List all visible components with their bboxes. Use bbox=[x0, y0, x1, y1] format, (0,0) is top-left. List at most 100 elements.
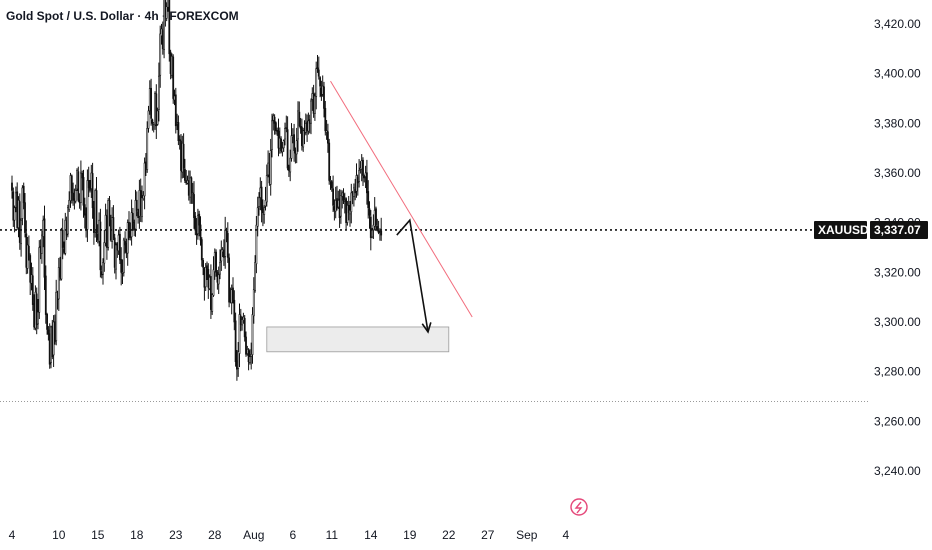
candle-body bbox=[130, 212, 133, 238]
price-axis-tick: 3,260.00 bbox=[874, 414, 921, 428]
candle-body bbox=[159, 33, 162, 76]
demand-zone-layer[interactable] bbox=[266, 326, 450, 353]
candle-body bbox=[219, 262, 221, 275]
candle-body bbox=[35, 293, 38, 325]
candle-body bbox=[126, 222, 129, 254]
candle-body bbox=[302, 130, 305, 148]
candle-body bbox=[380, 230, 383, 236]
candle-body bbox=[12, 191, 15, 221]
candle-body bbox=[254, 262, 257, 291]
candle-body bbox=[120, 259, 123, 273]
candle-body bbox=[280, 138, 283, 151]
candle-body bbox=[194, 215, 197, 231]
candle-body bbox=[247, 350, 250, 363]
candle-body bbox=[323, 86, 325, 109]
candle-body bbox=[112, 217, 115, 238]
candle-body bbox=[220, 249, 223, 262]
candle-body bbox=[13, 207, 16, 221]
candle-body bbox=[182, 143, 185, 169]
candle-body bbox=[74, 190, 77, 202]
candle-body bbox=[365, 172, 368, 194]
candle-body bbox=[256, 207, 259, 227]
time-axis-tick: 6 bbox=[289, 528, 296, 542]
candle-body bbox=[328, 142, 331, 181]
candle-body bbox=[317, 69, 320, 77]
candle-body bbox=[255, 224, 258, 265]
candle-body bbox=[243, 318, 246, 338]
candle-body bbox=[237, 351, 240, 369]
candle-body bbox=[293, 134, 296, 151]
lightning-icon[interactable] bbox=[570, 498, 588, 516]
time-axis-tick: 15 bbox=[91, 528, 105, 542]
candle-body bbox=[151, 119, 154, 124]
time-axis-tick: 22 bbox=[442, 528, 456, 542]
candle-body bbox=[146, 128, 149, 170]
time-axis-tick: 11 bbox=[326, 528, 339, 542]
candle-body bbox=[210, 276, 212, 310]
price-axis-tick: 3,320.00 bbox=[874, 265, 921, 279]
time-axis-tick: 10 bbox=[52, 528, 66, 542]
candle-body bbox=[376, 226, 379, 231]
candle-body bbox=[282, 140, 285, 149]
time-axis-tick: Aug bbox=[243, 528, 264, 542]
candle-body bbox=[82, 177, 85, 206]
last-price-tag-text: 3,337.07 bbox=[874, 223, 921, 237]
candle-body bbox=[324, 107, 327, 132]
candle-body bbox=[70, 175, 73, 194]
candle-body bbox=[44, 275, 47, 315]
candle-body bbox=[27, 246, 30, 256]
candle-body bbox=[307, 120, 310, 132]
candle-body bbox=[91, 173, 94, 209]
candle-body bbox=[263, 207, 266, 215]
candle-body bbox=[147, 110, 150, 129]
candle-body bbox=[206, 265, 208, 271]
candle-body bbox=[339, 195, 342, 217]
candle-body bbox=[155, 93, 158, 127]
candle-body bbox=[83, 204, 86, 216]
candle-body bbox=[298, 111, 301, 127]
resistance-trendline[interactable] bbox=[330, 80, 473, 318]
candle-body bbox=[232, 287, 234, 300]
candle-body bbox=[43, 218, 46, 278]
candle-body bbox=[99, 221, 102, 271]
time-axis-tick: 4 bbox=[9, 528, 16, 542]
time-axis-tick: 27 bbox=[481, 528, 495, 542]
candle-body bbox=[226, 233, 229, 258]
price-axis-tick: 3,300.00 bbox=[874, 315, 921, 329]
projection-arrow[interactable] bbox=[396, 218, 429, 333]
candle-body bbox=[362, 159, 364, 176]
candle-body bbox=[355, 175, 358, 192]
candle-body bbox=[163, 0, 166, 50]
candle-body bbox=[165, 6, 168, 19]
candle-body bbox=[249, 356, 251, 363]
candle-body bbox=[346, 204, 349, 223]
candle-body bbox=[258, 197, 260, 207]
candle-body bbox=[274, 122, 277, 132]
candle-body bbox=[135, 199, 138, 211]
price-axis[interactable]: 3,240.00 3,260.00 3,280.00 3,300.00 3,320.00… bbox=[814, 17, 928, 478]
candle-body bbox=[102, 262, 104, 275]
candle-body bbox=[212, 269, 215, 296]
candle-body bbox=[128, 221, 130, 231]
candle-body bbox=[250, 353, 253, 357]
candle-body bbox=[87, 179, 90, 189]
candle-body bbox=[172, 56, 175, 99]
candle-body bbox=[68, 200, 71, 210]
candle-body bbox=[26, 244, 29, 269]
candle-body bbox=[273, 116, 276, 124]
time-axis[interactable]: 4 10 15 18 23 28 Aug 6 11 14 19 22 27 Sep 4 bbox=[9, 498, 588, 542]
candle-body bbox=[29, 255, 32, 283]
candle-body bbox=[81, 172, 84, 179]
candle-body bbox=[191, 192, 194, 195]
candle-body bbox=[141, 197, 143, 218]
candle-body bbox=[238, 314, 241, 354]
candle-body bbox=[184, 168, 186, 181]
drawings-layer[interactable] bbox=[0, 80, 868, 402]
demand-zone-rect[interactable] bbox=[266, 326, 450, 353]
candle-body bbox=[265, 175, 268, 203]
candle-body bbox=[368, 208, 371, 216]
candle-body bbox=[142, 195, 145, 200]
candle-body bbox=[315, 68, 318, 97]
candle-body bbox=[200, 239, 203, 261]
